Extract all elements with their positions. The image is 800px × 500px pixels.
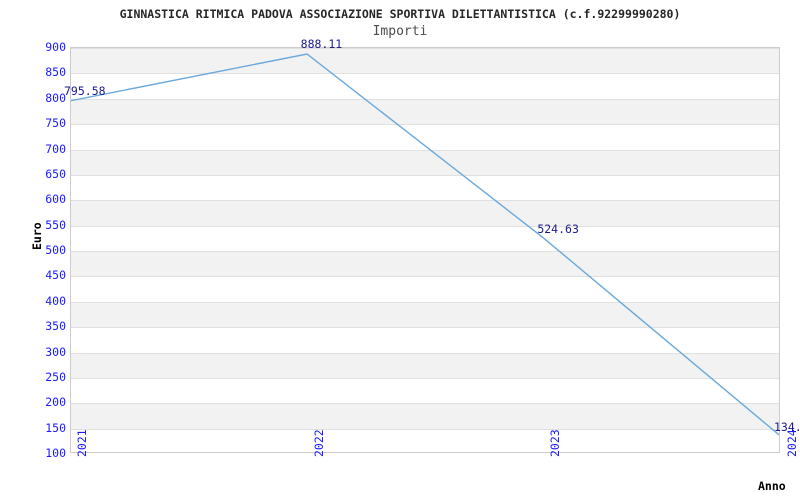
- y-tick-label: 150: [45, 420, 66, 435]
- gridline: [71, 327, 779, 329]
- y-tick-label: 350: [45, 319, 66, 334]
- y-tick-label: 400: [45, 293, 66, 308]
- gridline: [71, 174, 779, 176]
- plot-band: [71, 200, 779, 226]
- y-tick-label: 600: [45, 192, 66, 207]
- gridline: [71, 98, 779, 100]
- x-axis-title: Anno: [758, 479, 786, 493]
- gridline: [71, 352, 779, 354]
- y-tick-label: 250: [45, 369, 66, 384]
- gridline: [71, 251, 779, 252]
- gridline: [71, 149, 779, 151]
- gridline: [71, 301, 779, 303]
- gridline: [71, 225, 779, 227]
- gridline: [71, 403, 779, 405]
- y-tick-label: 300: [45, 344, 66, 359]
- plot-band: [71, 352, 779, 378]
- plot-band: [71, 251, 779, 277]
- y-tick-label: 700: [45, 141, 66, 156]
- y-tick-label: 100: [45, 446, 66, 460]
- gridline: [71, 73, 779, 75]
- plot-area: [70, 47, 780, 453]
- y-tick-label: 200: [45, 395, 66, 410]
- x-axis-tick-labels: 2021 2022 2023 2024: [70, 429, 799, 500]
- series-line: [71, 53, 779, 436]
- x-tick-label: 2021: [75, 429, 89, 457]
- y-axis-title: Euro: [30, 222, 44, 250]
- plot-band: [71, 301, 779, 328]
- y-tick-label: 750: [45, 116, 66, 131]
- plot-band: [71, 149, 779, 175]
- gridline: [71, 377, 779, 379]
- x-tick-label: 2022: [311, 429, 326, 457]
- y-tick-label: 500: [45, 243, 66, 257]
- y-tick-label: 900: [45, 40, 66, 54]
- y-axis-tick-labels: 900 850 800 750 700 650 600 550 500 450 400 350 300 2…: [0, 40, 66, 460]
- x-tick-label: 2023: [548, 429, 563, 457]
- chart-title: GINNASTICA RITMICA PADOVA ASSOCIAZIONE S…: [119, 7, 681, 21]
- gridline: [71, 200, 779, 202]
- y-tick-label: 550: [45, 217, 66, 232]
- gridline: [71, 428, 779, 430]
- gridline: [71, 124, 779, 126]
- chart-subtitle: Importi: [372, 24, 428, 39]
- plot-band: [71, 48, 779, 74]
- plot-band: [71, 98, 779, 125]
- gridline: [71, 48, 779, 49]
- y-tick-label: 850: [45, 65, 66, 80]
- y-tick-label: 650: [45, 166, 66, 181]
- x-tick-label: 2024: [785, 429, 799, 457]
- y-tick-label: 800: [45, 90, 66, 105]
- gridline: [71, 276, 779, 278]
- plot-band: [71, 403, 779, 429]
- y-tick-label: 450: [45, 268, 66, 283]
- series-polyline: [71, 53, 779, 436]
